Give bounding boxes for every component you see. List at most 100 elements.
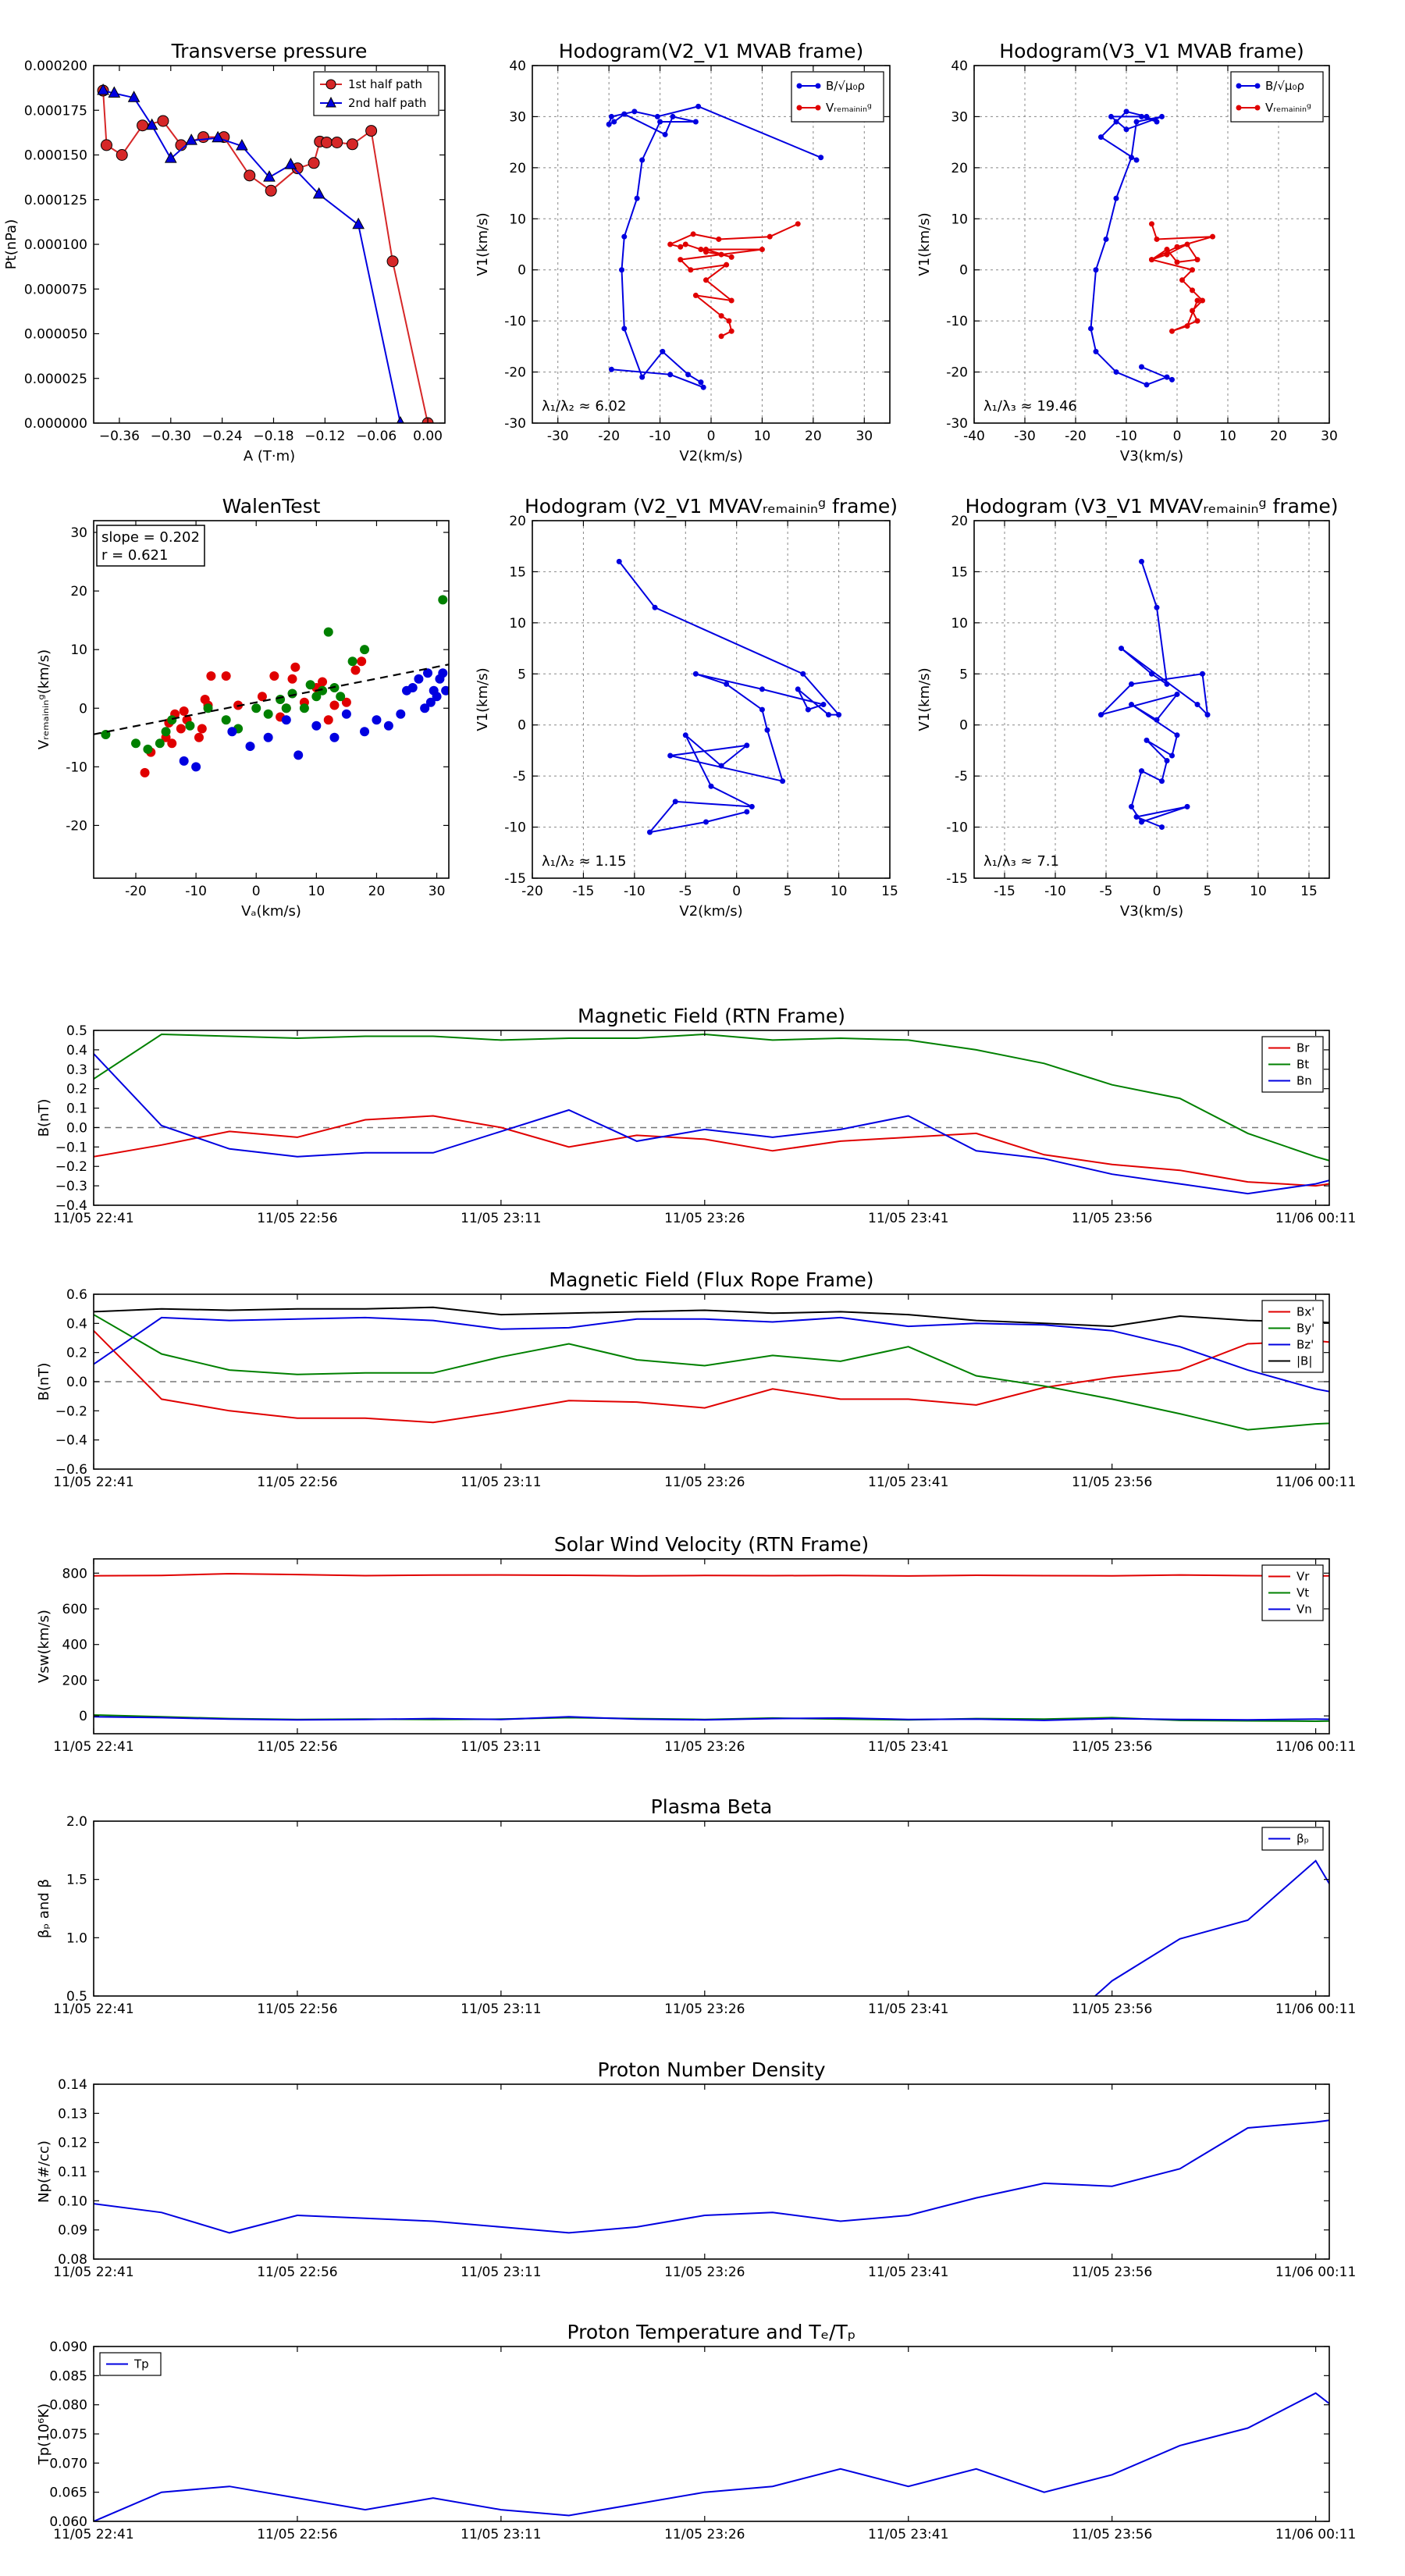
data-point <box>108 86 121 98</box>
data-point <box>690 231 696 237</box>
x-tick-label: -10 <box>185 884 207 899</box>
magnetic-field-rtn-plot <box>94 1033 1329 1195</box>
x-tick-label: -10 <box>649 429 671 444</box>
x-tick-label: 10 <box>1250 884 1267 899</box>
data-point <box>284 158 297 169</box>
y-tick-label: 0.085 <box>49 2368 87 2384</box>
x-axis-label: V3(km/s) <box>1120 903 1183 920</box>
x-tick-label: -40 <box>963 429 985 444</box>
data-point <box>197 131 209 144</box>
legend-label: Vᵣₑₘₐᵢₙᵢₙᵍ <box>1265 101 1311 115</box>
x-tick-label: 5 <box>784 884 792 899</box>
legend-label: Vr <box>1297 1570 1310 1584</box>
data-point <box>1154 119 1160 125</box>
legend-label: Bn <box>1297 1074 1312 1088</box>
data-point <box>795 221 801 227</box>
proton-number-density-panel: 11/05 22:41 11/05 22:56 11/05 23:11 11/05 2… <box>36 2058 1356 2280</box>
eigenvalue-ratio: λ₁/λ₂ ≈ 6.02 <box>542 398 626 415</box>
scatter-point <box>336 692 346 702</box>
scatter-point <box>360 645 370 655</box>
scatter-point <box>293 750 304 760</box>
y-axis-label: V1(km/s) <box>916 667 933 731</box>
y-tick-label: 0.075 <box>49 2427 87 2443</box>
data-point <box>692 292 699 298</box>
data-point <box>728 297 735 304</box>
x-tick-label: 11/05 23:41 <box>868 1211 948 1226</box>
data-point <box>678 257 684 263</box>
legend-box <box>791 71 884 123</box>
y-tick-label: 0.13 <box>58 2106 87 2122</box>
y-tick-label: 0 <box>959 263 968 279</box>
x-axis-label: A (T·m) <box>244 448 295 464</box>
data-point <box>1113 195 1119 201</box>
axes-frame <box>532 520 891 879</box>
data-point <box>767 233 773 240</box>
data-point <box>692 671 699 677</box>
data-point <box>1190 308 1195 314</box>
x-tick-label: 20 <box>368 884 386 899</box>
y-tick-label: 0.3 <box>66 1062 87 1078</box>
scatter-point <box>341 709 351 719</box>
data-point <box>265 184 277 197</box>
y-tick-label: -10 <box>504 820 526 836</box>
data-point <box>1129 681 1134 687</box>
y-tick-label: 0.09 <box>58 2223 87 2239</box>
x-tick-label: 11/06 00:11 <box>1275 1211 1356 1226</box>
y-axis-label: βₚ and β <box>36 1879 52 1938</box>
scatter-point <box>425 697 436 707</box>
scatter-point <box>347 656 357 667</box>
y-tick-label: 0.4 <box>66 1043 87 1059</box>
data-point <box>682 241 688 247</box>
data-point <box>702 247 709 253</box>
data-point <box>263 170 276 182</box>
x-tick-label: -10 <box>1115 429 1137 444</box>
data-point <box>1098 134 1104 141</box>
x-tick-label: 11/05 23:41 <box>868 1475 948 1490</box>
y-tick-label: 5 <box>959 667 968 682</box>
y-tick-label: 0.0 <box>66 1375 87 1390</box>
x-tick-label: −0.36 <box>99 429 140 444</box>
x-tick-label: −0.30 <box>151 429 191 444</box>
legend: Br Bt Bn <box>1261 1036 1324 1093</box>
x-tick-label: 11/05 23:11 <box>461 1739 541 1755</box>
x-tick-label: -30 <box>547 429 569 444</box>
scatter-point <box>311 720 322 731</box>
x-tick-label: 11/05 23:11 <box>461 2265 541 2280</box>
data-point <box>1144 737 1150 743</box>
fit-line <box>94 664 449 735</box>
y-tick-label: 20 <box>509 514 526 529</box>
scatter-point <box>251 703 261 713</box>
legend-box <box>313 71 439 116</box>
scatter-point <box>155 738 165 749</box>
data-point <box>800 671 806 677</box>
eigenvalue-ratio: λ₁/λ₃ ≈ 19.46 <box>984 398 1077 415</box>
x-tick-label: 11/05 23:11 <box>461 2001 541 2017</box>
x-tick-label: 11/05 22:41 <box>53 1739 133 1755</box>
x-tick-label: 11/05 22:56 <box>257 1475 337 1490</box>
y-tick-label: −0.2 <box>55 1404 87 1419</box>
y-tick-label: 0.11 <box>58 2165 87 2180</box>
x-tick-label: 10 <box>308 884 325 899</box>
y-tick-label: -15 <box>504 871 526 887</box>
y-tick-label: 0 <box>959 718 968 734</box>
chart-title: Magnetic Field (RTN Frame) <box>578 1005 845 1027</box>
y-tick-label: 0.000150 <box>24 148 87 164</box>
legend-label: Bz' <box>1297 1338 1314 1352</box>
data-point <box>780 778 786 785</box>
y-tick-label: 0.2 <box>66 1346 87 1361</box>
data-point <box>682 732 688 738</box>
data-point <box>1098 712 1104 718</box>
y-tick-label: 40 <box>951 59 968 74</box>
data-point <box>667 753 674 759</box>
axes-frame <box>973 520 1330 879</box>
data-point <box>795 686 801 692</box>
data-point <box>1149 221 1154 227</box>
x-tick-label: 11/05 23:41 <box>868 1739 948 1755</box>
legend-marker <box>1254 105 1261 111</box>
y-tick-label: 0.0 <box>66 1120 87 1136</box>
scatter-point <box>281 715 291 725</box>
legend-label: |B| <box>1297 1354 1312 1368</box>
y-tick-label: −0.1 <box>55 1140 87 1155</box>
data-point <box>1133 813 1140 820</box>
